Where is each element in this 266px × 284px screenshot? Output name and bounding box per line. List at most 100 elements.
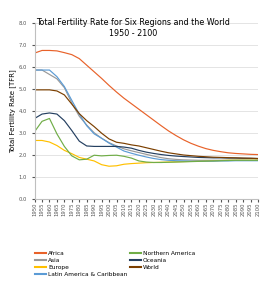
Asia: [234, 158, 237, 162]
Africa: [100, 77, 103, 80]
Asia: [70, 101, 73, 105]
Africa: [256, 153, 260, 156]
Oceania: [137, 149, 140, 152]
Latin America & Caribbean: [249, 159, 252, 162]
Northern America: [204, 159, 207, 163]
Oceania: [256, 157, 260, 160]
Oceania: [107, 145, 111, 148]
World: [182, 153, 185, 157]
Oceania: [70, 129, 73, 132]
Latin America & Caribbean: [227, 159, 230, 163]
Africa: [167, 129, 170, 133]
World: [152, 148, 155, 151]
Northern America: [174, 160, 178, 164]
Oceania: [182, 155, 185, 158]
Africa: [242, 152, 245, 156]
Northern America: [212, 159, 215, 163]
World: [122, 142, 126, 145]
Asia: [40, 68, 44, 72]
Asia: [182, 158, 185, 162]
Europe: [55, 144, 59, 147]
Northern America: [145, 160, 148, 164]
Europe: [152, 161, 155, 164]
Asia: [85, 123, 88, 127]
Oceania: [145, 151, 148, 154]
Oceania: [48, 111, 51, 115]
World: [130, 143, 133, 147]
World: [256, 157, 260, 160]
World: [197, 154, 200, 158]
Latin America & Caribbean: [189, 159, 193, 163]
Latin America & Caribbean: [70, 99, 73, 102]
Latin America & Caribbean: [212, 159, 215, 163]
Latin America & Caribbean: [152, 157, 155, 160]
Africa: [182, 138, 185, 141]
Northern America: [234, 158, 237, 162]
Latin America & Caribbean: [256, 159, 260, 162]
Asia: [212, 158, 215, 162]
Latin America & Caribbean: [204, 159, 207, 163]
Europe: [145, 161, 148, 164]
Africa: [145, 113, 148, 116]
Africa: [249, 153, 252, 156]
Asia: [204, 158, 207, 162]
Latin America & Caribbean: [160, 158, 163, 161]
Asia: [55, 77, 59, 81]
Oceania: [219, 156, 222, 160]
Oceania: [100, 145, 103, 148]
Europe: [85, 157, 88, 161]
Northern America: [40, 120, 44, 123]
Europe: [174, 160, 178, 164]
Northern America: [70, 154, 73, 158]
Northern America: [130, 156, 133, 160]
Latin America & Caribbean: [93, 132, 96, 135]
Oceania: [160, 153, 163, 156]
Northern America: [167, 160, 170, 164]
Europe: [160, 160, 163, 164]
Africa: [174, 134, 178, 137]
Europe: [256, 158, 260, 162]
Latin America & Caribbean: [63, 85, 66, 88]
Asia: [100, 137, 103, 140]
Europe: [93, 159, 96, 163]
Asia: [219, 158, 222, 162]
World: [107, 137, 111, 141]
Europe: [249, 158, 252, 162]
Africa: [55, 49, 59, 53]
Africa: [78, 57, 81, 60]
Africa: [115, 90, 118, 94]
Asia: [160, 156, 163, 159]
Northern America: [137, 159, 140, 163]
Northern America: [227, 159, 230, 162]
Africa: [122, 97, 126, 100]
Northern America: [55, 132, 59, 135]
Latin America & Caribbean: [167, 158, 170, 162]
Line: Europe: Europe: [35, 141, 258, 166]
Asia: [48, 73, 51, 76]
Asia: [33, 68, 36, 72]
Northern America: [249, 158, 252, 162]
Latin America & Caribbean: [33, 68, 36, 72]
Europe: [182, 160, 185, 163]
Y-axis label: Total Fertility Rate [TFR]: Total Fertility Rate [TFR]: [9, 69, 16, 153]
World: [63, 93, 66, 97]
World: [40, 88, 44, 91]
Line: Oceania: Oceania: [35, 113, 258, 158]
Line: World: World: [35, 90, 258, 158]
Africa: [152, 118, 155, 122]
Oceania: [197, 156, 200, 159]
Latin America & Caribbean: [55, 75, 59, 78]
Asia: [189, 158, 193, 162]
Northern America: [78, 158, 81, 162]
Asia: [122, 147, 126, 151]
Europe: [197, 159, 200, 163]
Northern America: [189, 160, 193, 163]
Asia: [78, 114, 81, 118]
Legend: Africa, Asia, Europe, Latin America & Caribbean, Northern America, Oceania, Worl: Africa, Asia, Europe, Latin America & Ca…: [35, 251, 195, 277]
Africa: [93, 70, 96, 74]
Latin America & Caribbean: [85, 124, 88, 128]
Europe: [219, 159, 222, 162]
World: [70, 103, 73, 106]
Europe: [33, 139, 36, 142]
World: [167, 151, 170, 154]
